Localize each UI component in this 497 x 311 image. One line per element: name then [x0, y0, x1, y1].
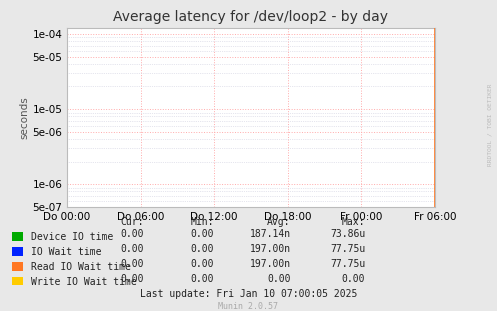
Text: 0.00: 0.00	[190, 274, 214, 284]
Text: Avg:: Avg:	[267, 217, 291, 227]
Y-axis label: seconds: seconds	[19, 96, 30, 139]
Text: Min:: Min:	[190, 217, 214, 227]
Text: Last update: Fri Jan 10 07:00:05 2025: Last update: Fri Jan 10 07:00:05 2025	[140, 289, 357, 299]
Text: Cur:: Cur:	[121, 217, 144, 227]
Text: 0.00: 0.00	[342, 274, 365, 284]
Text: 0.00: 0.00	[121, 259, 144, 269]
Text: IO Wait time: IO Wait time	[31, 247, 101, 257]
Text: 77.75u: 77.75u	[330, 244, 365, 254]
Title: Average latency for /dev/loop2 - by day: Average latency for /dev/loop2 - by day	[113, 10, 389, 24]
Text: 0.00: 0.00	[190, 229, 214, 239]
Text: 197.00n: 197.00n	[249, 244, 291, 254]
Text: 73.86u: 73.86u	[330, 229, 365, 239]
Text: RRDTOOL / TOBI OETIKER: RRDTOOL / TOBI OETIKER	[487, 83, 492, 166]
Text: Device IO time: Device IO time	[31, 232, 113, 242]
Text: 197.00n: 197.00n	[249, 259, 291, 269]
Text: Read IO Wait time: Read IO Wait time	[31, 262, 131, 272]
Text: 77.75u: 77.75u	[330, 259, 365, 269]
Text: 0.00: 0.00	[121, 244, 144, 254]
Text: Max:: Max:	[342, 217, 365, 227]
Text: Write IO Wait time: Write IO Wait time	[31, 277, 137, 287]
Text: 0.00: 0.00	[190, 244, 214, 254]
Text: 0.00: 0.00	[121, 229, 144, 239]
Text: 187.14n: 187.14n	[249, 229, 291, 239]
Text: 0.00: 0.00	[267, 274, 291, 284]
Text: Munin 2.0.57: Munin 2.0.57	[219, 301, 278, 310]
Text: 0.00: 0.00	[190, 259, 214, 269]
Text: 0.00: 0.00	[121, 274, 144, 284]
